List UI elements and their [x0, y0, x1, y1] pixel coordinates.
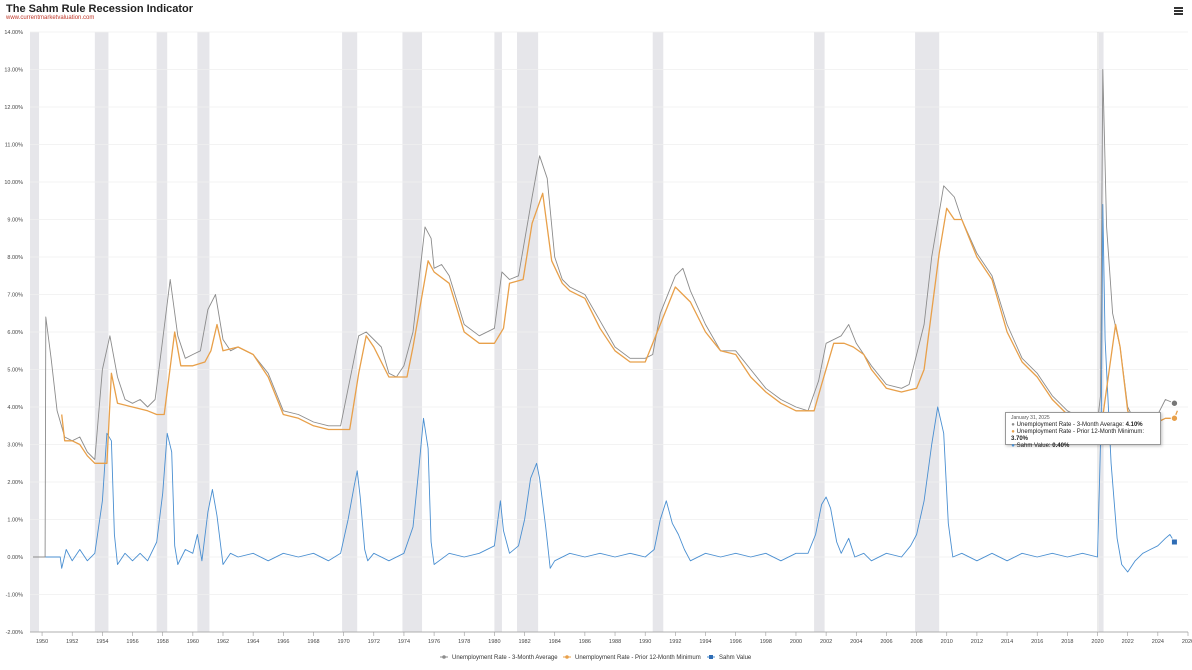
legend-label: Unemployment Rate - 3-Month Average	[452, 655, 558, 661]
x-tick-label: 2022	[1122, 639, 1134, 645]
x-tick-label: 2010	[941, 639, 953, 645]
y-tick-label: 2.00%	[7, 480, 23, 486]
x-tick-label: 1986	[579, 639, 591, 645]
x-tick-label: 2008	[910, 639, 922, 645]
legend-swatch-marker	[442, 655, 446, 659]
x-tick-label: 1974	[398, 639, 410, 645]
x-tick-label: 1956	[126, 639, 138, 645]
marker-sahm	[1170, 538, 1178, 546]
x-tick-label: 2004	[850, 639, 862, 645]
x-tick-label: 1984	[549, 639, 561, 645]
x-axis: 1950 1952 1954 1956 1958 1960 1962 1964 1966 1968…	[36, 632, 1192, 645]
x-tick-label: 2014	[1001, 639, 1013, 645]
y-tick-label: 1.00%	[7, 518, 23, 524]
y-tick-label: 4.00%	[7, 405, 23, 411]
x-tick-label: 1976	[428, 639, 440, 645]
legend-label: Unemployment Rate - Prior 12-Month Minim…	[575, 655, 701, 661]
hamburger-menu-icon[interactable]	[1174, 7, 1183, 16]
legend-label: Sahm Value	[719, 655, 752, 661]
x-tick-label: 1978	[458, 639, 470, 645]
source-link[interactable]: www.currentmarketvaluation.com	[6, 15, 95, 21]
x-tick-label: 2016	[1031, 639, 1043, 645]
hover-markers	[1170, 399, 1179, 546]
x-tick-label: 2020	[1091, 639, 1103, 645]
x-tick-label: 1992	[669, 639, 681, 645]
x-tick-label: 1958	[157, 639, 169, 645]
x-tick-label: 1962	[217, 639, 229, 645]
y-tick-label: 6.00%	[7, 330, 23, 336]
series-line-0	[33, 69, 1175, 558]
legend-item-1[interactable]: Unemployment Rate - Prior 12-Month Minim…	[563, 655, 701, 661]
x-tick-label: 2026	[1182, 639, 1192, 645]
x-tick-label: 2024	[1152, 639, 1164, 645]
y-tick-label: 12.00%	[4, 105, 23, 111]
x-tick-label: 2000	[790, 639, 802, 645]
x-tick-label: 1982	[518, 639, 530, 645]
x-tick-label: 1980	[488, 639, 500, 645]
y-tick-label: 8.00%	[7, 255, 23, 261]
x-tick-label: 1960	[187, 639, 199, 645]
legend-item-2[interactable]: Sahm Value	[707, 655, 752, 661]
series-line-2	[45, 204, 1175, 573]
tooltip-row-sahm: ● Sahm Value: 0.40%	[1011, 443, 1070, 449]
x-tick-label: 2002	[820, 639, 832, 645]
x-tick-label: 2012	[971, 639, 983, 645]
x-tick-label: 1950	[36, 639, 48, 645]
tooltip-date: January 31, 2025	[1011, 415, 1050, 421]
y-tick-label: -1.00%	[6, 593, 24, 599]
x-tick-label: 1996	[730, 639, 742, 645]
tooltip: January 31, 2025 ● Unemployment Rate - 3…	[1005, 412, 1161, 449]
x-tick-label: 1990	[639, 639, 651, 645]
y-tick-label: 14.00%	[4, 30, 23, 36]
tooltip-row-12mo: ● Unemployment Rate - Prior 12-Month Min…	[1011, 429, 1145, 442]
y-tick-label: 11.00%	[5, 143, 23, 149]
y-tick-label: 5.00%	[7, 368, 23, 374]
x-tick-label: 1998	[760, 639, 772, 645]
x-tick-label: 1966	[277, 639, 289, 645]
series-lines	[33, 69, 1179, 573]
legend-swatch-marker	[709, 655, 713, 659]
x-tick-label: 1972	[368, 639, 380, 645]
legend-item-0[interactable]: Unemployment Rate - 3-Month Average	[440, 655, 558, 661]
tooltip-row-3mo: ● Unemployment Rate - 3-Month Average: 4…	[1011, 422, 1143, 428]
x-tick-label: 1964	[247, 639, 259, 645]
x-tick-label: 2006	[880, 639, 892, 645]
page-title: The Sahm Rule Recession Indicator	[6, 3, 194, 15]
y-tick-label: 3.00%	[7, 443, 23, 449]
x-tick-label: 1952	[66, 639, 78, 645]
y-tick-label: 9.00%	[7, 218, 23, 224]
x-tick-label: 1954	[96, 639, 108, 645]
x-tick-label: 1988	[609, 639, 621, 645]
y-tick-label: -2.00%	[6, 630, 24, 636]
series-line-1	[61, 192, 1179, 464]
marker-3mo-avg	[1170, 399, 1179, 407]
x-tick-label: 2018	[1061, 639, 1073, 645]
x-tick-label: 1970	[338, 639, 350, 645]
y-tick-label: 13.00%	[4, 68, 23, 74]
x-tick-label: 1994	[699, 639, 711, 645]
legend-swatch-marker	[565, 655, 569, 659]
y-tick-label: 7.00%	[7, 293, 23, 299]
x-tick-label: 1968	[307, 639, 319, 645]
y-tick-label: 0.00%	[7, 555, 23, 561]
y-tick-label: 10.00%	[4, 180, 23, 186]
y-axis: -2.00% -1.00% 0.00% 1.00% 2.00% 3.00% 4.00% 5.0…	[4, 30, 23, 636]
marker-12mo-min	[1170, 414, 1179, 422]
legend: Unemployment Rate - 3-Month Average Unemp…	[440, 655, 752, 661]
